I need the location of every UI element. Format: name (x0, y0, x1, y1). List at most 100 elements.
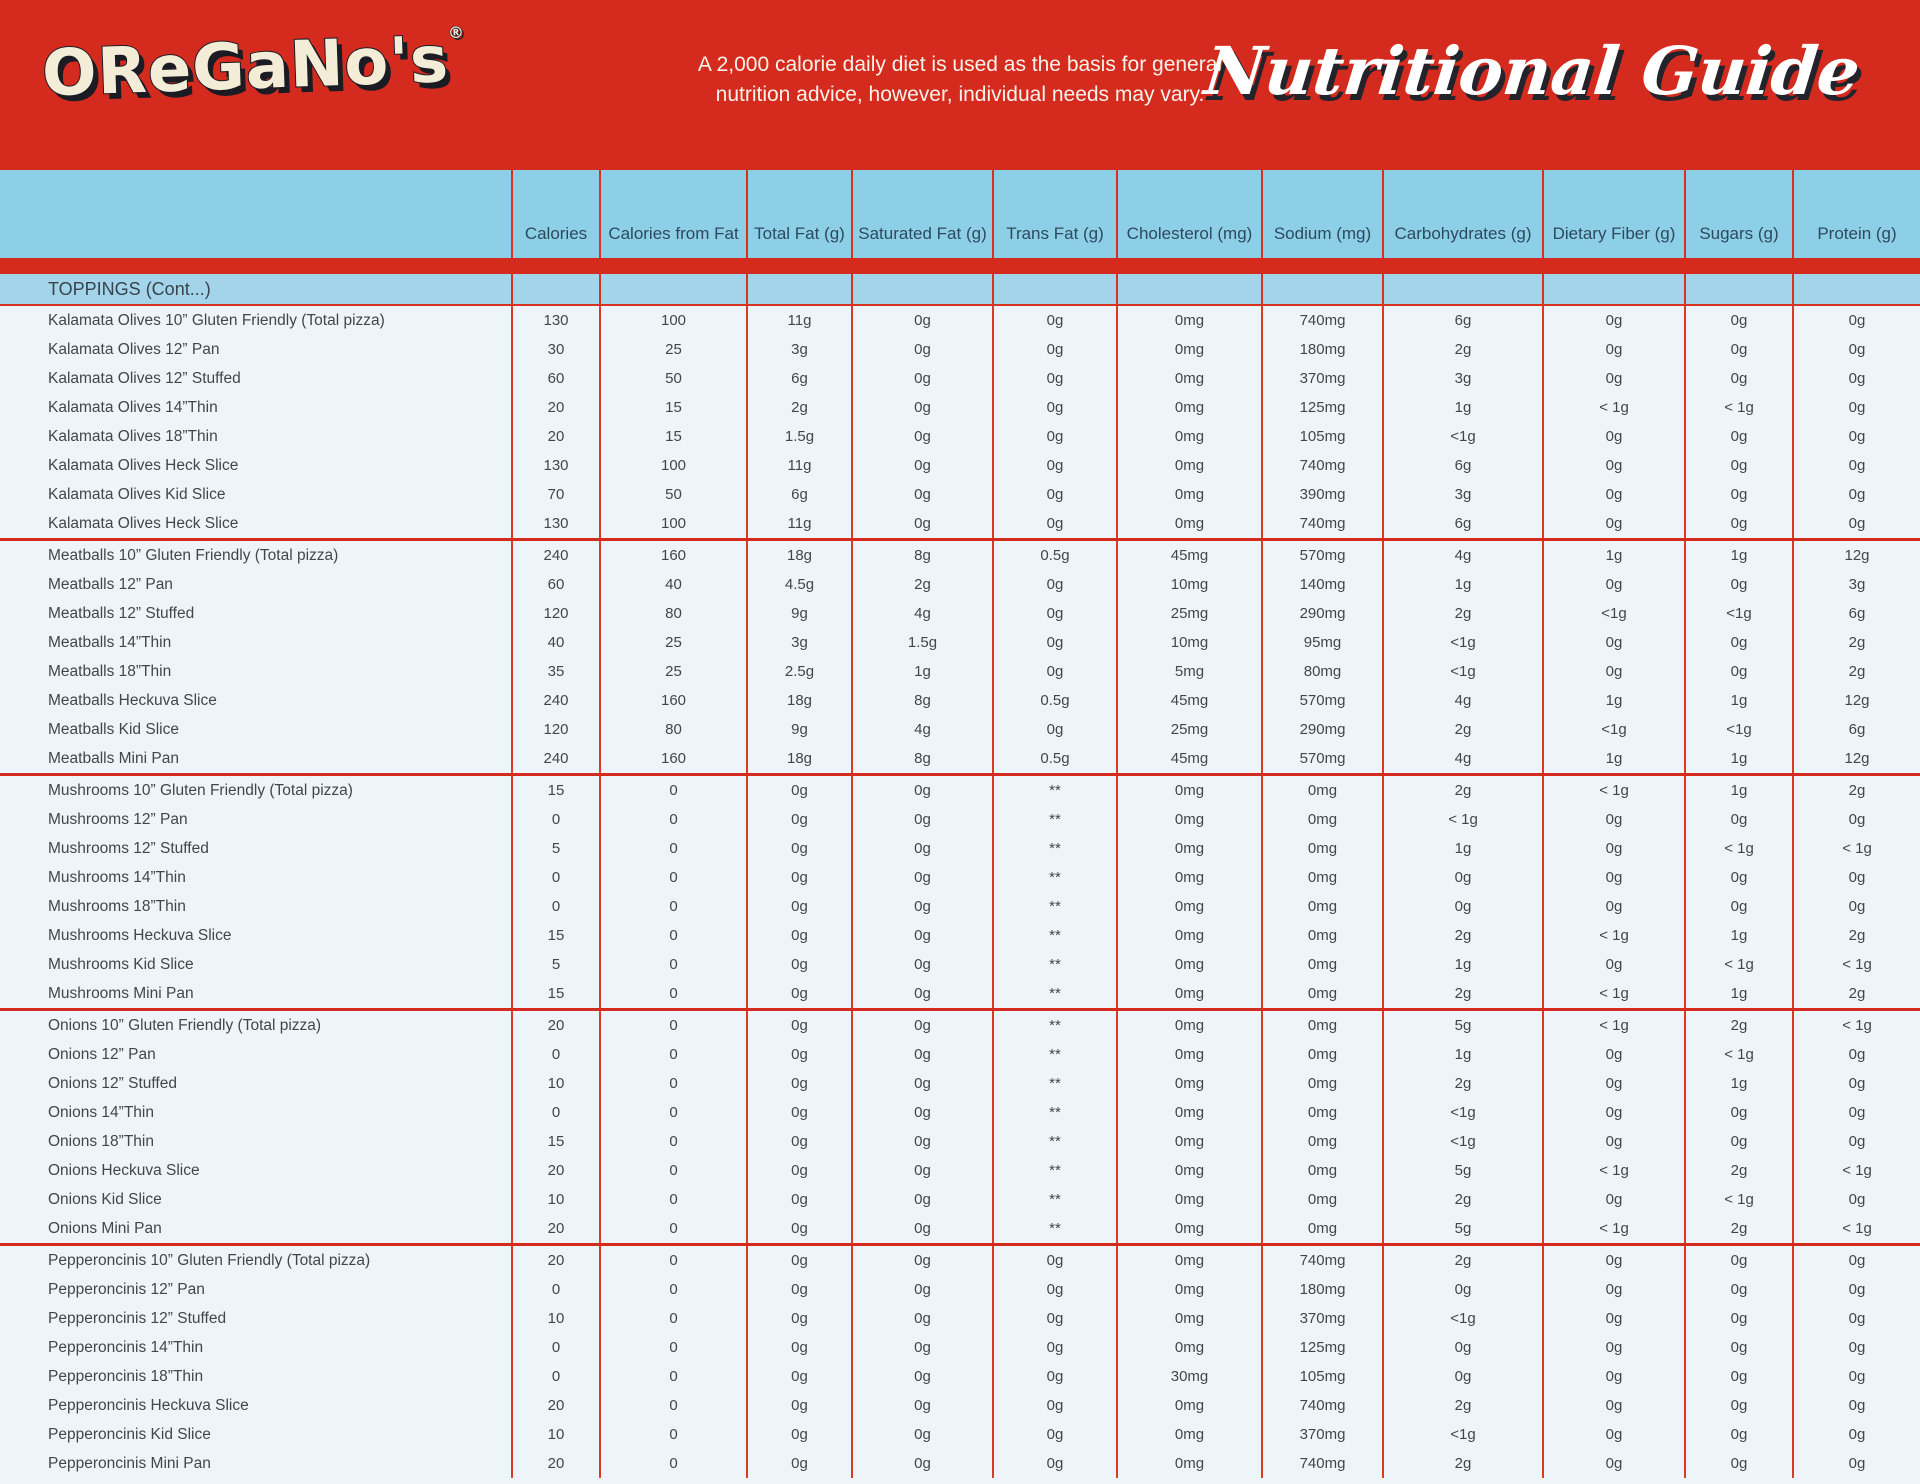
nutrition-value: 0g (1684, 1362, 1793, 1391)
nutrition-value: 0g (1542, 509, 1685, 540)
nutrition-value: 2g (1792, 979, 1920, 1010)
nutrition-value: 160 (599, 744, 747, 775)
nutrition-value: 0g (992, 1420, 1117, 1449)
item-name: Pepperoncinis 12” Stuffed (0, 1304, 512, 1333)
column-header: Sugars (g) (1684, 170, 1793, 274)
nutrition-value: 0g (1792, 1127, 1920, 1156)
nutrition-value: 20 (511, 1156, 600, 1185)
column-header: Sodium (mg) (1261, 170, 1383, 274)
table-row: Mushrooms Mini Pan 15 0 0g 0g ** 0mg 0mg 2g < 1g 1… (0, 979, 1920, 1010)
nutrition-value: 0mg (1116, 305, 1262, 335)
nutrition-value: 0g (1542, 1362, 1685, 1391)
header-banner: OReGaNo's® A 2,000 calorie daily diet is… (0, 0, 1920, 170)
nutrition-value: 0g (1542, 1304, 1685, 1333)
nutrition-value: 0g (851, 1040, 993, 1069)
nutrition-value: 0mg (1261, 950, 1383, 979)
nutrition-value: 1g (1684, 686, 1793, 715)
nutrition-value: 0g (1684, 422, 1793, 451)
item-name: Kalamata Olives 14”Thin (0, 393, 512, 422)
table-row: Mushrooms 10” Gluten Friendly (Total piz… (0, 773, 1920, 805)
nutrition-value: 15 (511, 1127, 600, 1156)
nutrition-value: 0g (851, 773, 993, 805)
nutrition-value: 0g (851, 1391, 993, 1420)
nutrition-value: 30 (511, 335, 600, 364)
nutrition-value: 740mg (1261, 451, 1383, 480)
nutrition-value: 0g (1792, 1333, 1920, 1362)
nutrition-value: 0g (1792, 805, 1920, 834)
nutrition-value: 0g (1792, 1185, 1920, 1214)
nutrition-value: <1g (1382, 422, 1543, 451)
nutrition-value: 6g (1792, 715, 1920, 744)
nutrition-value: 2g (1382, 1069, 1543, 1098)
nutrition-value: 0g (992, 451, 1117, 480)
item-name: Pepperoncinis 14”Thin (0, 1333, 512, 1362)
nutrition-value: 100 (599, 509, 747, 540)
nutrition-value: 0 (599, 1156, 747, 1185)
nutrition-value: 8g (851, 538, 993, 570)
nutrition-value: 0g (1792, 1243, 1920, 1275)
nutrition-value: 35 (511, 657, 600, 686)
nutrition-value: ** (992, 1185, 1117, 1214)
nutrition-value: 8g (851, 686, 993, 715)
nutrition-value: 180mg (1261, 1275, 1383, 1304)
nutrition-value: 0mg (1261, 921, 1383, 950)
nutrition-value: ** (992, 805, 1117, 834)
nutrition-value: 10 (511, 1304, 600, 1333)
table-row: Mushrooms 14”Thin 0 0 0g 0g ** 0mg 0mg 0g 0g 0g 0g (0, 863, 1920, 892)
nutrition-value: 0 (599, 1333, 747, 1362)
nutrition-value: 570mg (1261, 538, 1383, 570)
nutrition-value: 0g (851, 1008, 993, 1040)
nutrition-value: 0 (599, 1449, 747, 1478)
nutrition-value: 0g (746, 1449, 852, 1478)
nutrition-value: 4.5g (746, 570, 852, 599)
nutrition-value: < 1g (1684, 393, 1793, 422)
item-name: Onions 12” Stuffed (0, 1069, 512, 1098)
nutrition-value: <1g (1542, 599, 1685, 628)
nutrition-value: 0mg (1261, 1069, 1383, 1098)
section-header-cell (1382, 266, 1543, 306)
nutrition-value: 0g (1792, 1420, 1920, 1449)
nutrition-value: 0mg (1116, 892, 1262, 921)
nutrition-value: 18g (746, 686, 852, 715)
nutrition-value: 6g (746, 480, 852, 509)
nutrition-value: 0g (851, 509, 993, 540)
nutrition-value: 2g (1382, 715, 1543, 744)
item-name: Kalamata Olives Heck Slice (0, 509, 512, 540)
nutrition-value: 3g (746, 335, 852, 364)
section-header-cell (1116, 266, 1262, 306)
column-header: Protein (g) (1792, 170, 1920, 274)
nutrition-value: 0mg (1116, 364, 1262, 393)
nutrition-value: 1g (1382, 393, 1543, 422)
item-name: Onions Mini Pan (0, 1214, 512, 1245)
nutrition-value: 0mg (1116, 1391, 1262, 1420)
nutrition-value: 0g (851, 393, 993, 422)
nutrition-value: 2.5g (746, 657, 852, 686)
table-row: Pepperoncinis 10” Gluten Friendly (Total… (0, 1243, 1920, 1275)
nutrition-value: 4g (1382, 744, 1543, 775)
table-row: Pepperoncinis 14”Thin 0 0 0g 0g 0g 0mg 125mg 0g 0… (0, 1333, 1920, 1362)
nutrition-value: 160 (599, 686, 747, 715)
nutrition-value: 20 (511, 1243, 600, 1275)
table-row: Kalamata Olives 14”Thin 20 15 2g 0g 0g 0mg 125m… (0, 393, 1920, 422)
nutrition-value: 0g (1542, 570, 1685, 599)
nutrition-value: 8g (851, 744, 993, 775)
nutrition-value: 0g (1542, 1391, 1685, 1420)
nutrition-value: < 1g (1542, 773, 1685, 805)
nutrition-value: 0mg (1116, 335, 1262, 364)
table-row: Onions 12” Pan 0 0 0g 0g ** 0mg 0mg 1g 0g < 1g 0g (0, 1040, 1920, 1069)
nutrition-value: 0g (1542, 1275, 1685, 1304)
item-name: Mushrooms 12” Stuffed (0, 834, 512, 863)
nutrition-value: < 1g (1542, 1156, 1685, 1185)
nutrition-value: 130 (511, 451, 600, 480)
nutrition-value: ** (992, 1214, 1117, 1245)
nutrition-value: 18g (746, 538, 852, 570)
nutrition-value: 0g (992, 1304, 1117, 1333)
nutrition-value: 2g (1382, 979, 1543, 1010)
table-row: Onions Kid Slice 10 0 0g 0g ** 0mg 0mg 2g 0g < 1g 0… (0, 1185, 1920, 1214)
nutrition-value: 1g (1684, 744, 1793, 775)
section-header-row: TOPPINGS (Cont...) (0, 266, 1920, 306)
item-name: Meatballs Mini Pan (0, 744, 512, 775)
nutrition-value: ** (992, 1040, 1117, 1069)
nutrition-value: < 1g (1684, 950, 1793, 979)
nutrition-value: 0g (851, 1333, 993, 1362)
